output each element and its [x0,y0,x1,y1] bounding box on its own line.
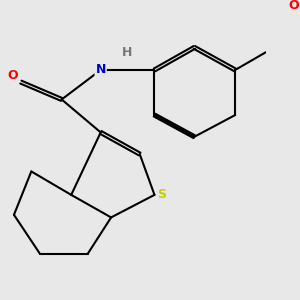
Text: S: S [157,188,166,201]
Text: O: O [288,0,298,12]
Text: O: O [7,69,17,82]
Text: N: N [95,64,106,76]
Text: H: H [122,46,132,59]
